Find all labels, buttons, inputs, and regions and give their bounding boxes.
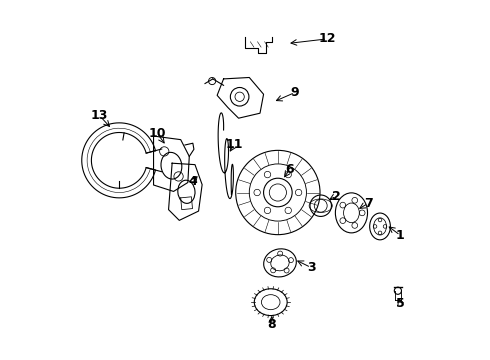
Text: 4: 4 xyxy=(189,175,197,188)
Text: 3: 3 xyxy=(307,261,316,274)
Text: 10: 10 xyxy=(149,127,166,140)
Text: 12: 12 xyxy=(318,32,336,45)
Text: 5: 5 xyxy=(396,297,405,310)
Text: 1: 1 xyxy=(396,229,405,242)
Text: 9: 9 xyxy=(291,86,299,99)
Text: 8: 8 xyxy=(268,318,276,331)
Text: 2: 2 xyxy=(332,190,341,203)
Text: 11: 11 xyxy=(225,138,243,151)
Text: 13: 13 xyxy=(91,109,108,122)
Text: 7: 7 xyxy=(364,197,372,210)
Text: 6: 6 xyxy=(285,163,294,176)
